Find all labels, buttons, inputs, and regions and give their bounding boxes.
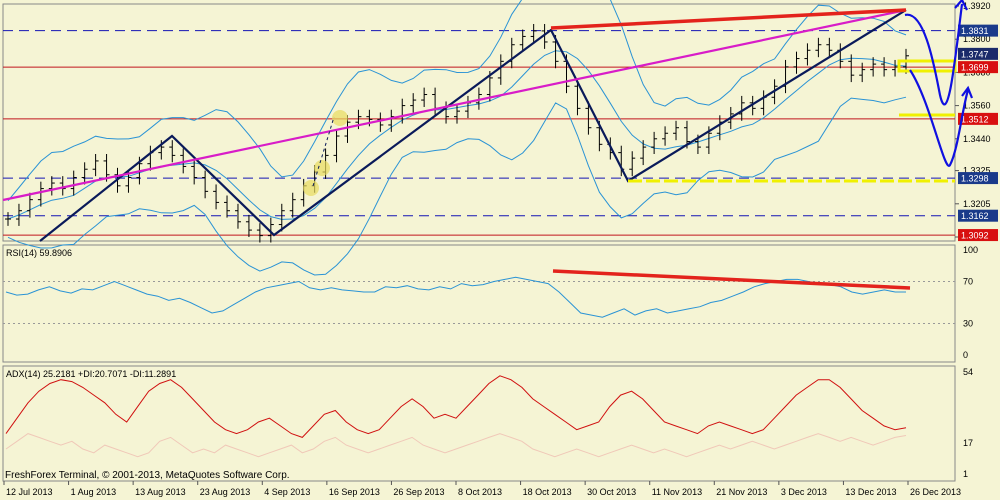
forecast-arrow-path	[909, 69, 970, 167]
zigzag-line	[39, 9, 907, 242]
yellow-level-marker	[897, 59, 957, 73]
level-label-box	[958, 209, 998, 222]
di-line	[5, 433, 907, 458]
rsi-axis-tick-label: 100	[963, 245, 978, 255]
level-label-box	[958, 172, 998, 185]
adx-axis-tick-label: 54	[963, 367, 973, 377]
price-panel-frame	[2, 3, 956, 242]
level-label: 1.3092	[961, 231, 989, 241]
footer-copyright: FreshForex Terminal, © 2001-2013, MetaQu…	[5, 470, 290, 481]
red-resistance-line	[550, 8, 907, 30]
x-axis-tick-label: 21 Nov 2013	[716, 487, 767, 497]
x-axis-tick-label: 23 Aug 2013	[200, 487, 251, 497]
rsi-line	[5, 276, 906, 318]
price-axis-tick-label: 1.3800	[963, 34, 991, 44]
level-label: 1.3831	[961, 26, 989, 36]
forecast-arrow-head	[954, 0, 968, 11]
level-label-box	[958, 24, 998, 37]
x-axis-tick-label: 18 Oct 2013	[523, 487, 572, 497]
rsi-title: RSI(14) 59.8906	[6, 248, 72, 258]
x-axis-tick-label: 26 Sep 2013	[393, 487, 444, 497]
price-axis-tick-label: 1.3325	[963, 166, 991, 176]
x-axis-tick-label: 13 Aug 2013	[135, 487, 186, 497]
level-label: 1.3512	[961, 114, 989, 124]
level-label-box	[958, 47, 998, 60]
rsi-axis-tick-label: 70	[963, 277, 973, 287]
x-axis-tick-label: 8 Oct 2013	[458, 487, 502, 497]
forecast-arrow-path	[904, 3, 964, 106]
level-label: 1.3162	[961, 211, 989, 221]
level-label: 1.3747	[961, 49, 989, 59]
x-axis-tick-label: 30 Oct 2013	[587, 487, 636, 497]
level-label: 1.3699	[961, 63, 989, 73]
bollinger-lower	[7, 96, 907, 276]
bollinger-upper	[7, 0, 907, 202]
magenta-trendline	[2, 8, 907, 202]
level-label-box	[958, 229, 998, 242]
x-axis-tick-label: 13 Dec 2013	[845, 487, 896, 497]
price-axis-tick-label: 1.3440	[963, 134, 991, 144]
x-axis-tick-label: 11 Nov 2013	[652, 487, 702, 497]
rsi-red-trendline	[552, 269, 911, 290]
rsi-axis-tick-label: 0	[963, 350, 968, 360]
x-axis-tick-label: 12 Jul 2013	[6, 487, 53, 497]
rsi-axis-tick-label: 30	[963, 319, 973, 329]
level-label-box	[958, 112, 998, 125]
price-axis-tick-label: 1.3205	[963, 199, 991, 209]
adx-axis-tick-label: 17	[963, 438, 973, 448]
adx-axis-tick-label: 1	[963, 469, 968, 479]
x-axis-tick-label: 16 Sep 2013	[329, 487, 380, 497]
x-axis-tick-label: 26 Dec 2013	[910, 487, 961, 497]
price-axis-tick-label: 1.3560	[963, 101, 991, 111]
adx-line	[5, 375, 907, 438]
adx-panel-frame	[2, 365, 956, 482]
bollinger-middle	[7, 50, 907, 220]
x-axis-tick-label: 4 Sep 2013	[264, 487, 310, 497]
level-label: 1.3298	[961, 174, 989, 184]
price-axis-tick-label: 1.3920	[963, 1, 991, 11]
yellow-highlight-circle	[314, 160, 330, 176]
level-label-box	[958, 61, 998, 74]
yellow-highlight-circle	[303, 180, 319, 196]
forecast-arrow-head	[961, 85, 974, 99]
adx-title: ADX(14) 25.2181 +DI:20.7071 -DI:11.2891	[6, 369, 176, 379]
x-axis-tick-label: 1 Aug 2013	[71, 487, 117, 497]
rsi-panel-frame	[2, 244, 956, 363]
dotted-connector	[312, 116, 335, 187]
yellow-highlight-circle	[332, 110, 348, 126]
x-axis-tick-label: 3 Dec 2013	[781, 487, 827, 497]
